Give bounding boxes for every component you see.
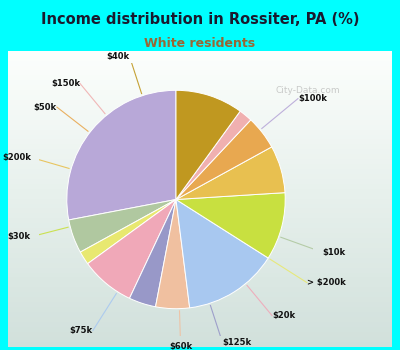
Wedge shape bbox=[176, 199, 268, 308]
Bar bbox=[8, 287, 392, 292]
Bar bbox=[8, 80, 392, 85]
Bar bbox=[8, 263, 392, 268]
Wedge shape bbox=[88, 199, 176, 298]
Bar bbox=[8, 130, 392, 134]
Text: $200k: $200k bbox=[2, 153, 31, 162]
Bar bbox=[8, 189, 392, 194]
Bar bbox=[8, 214, 392, 218]
Bar bbox=[8, 332, 392, 337]
Bar bbox=[8, 179, 392, 184]
Wedge shape bbox=[176, 193, 285, 258]
Wedge shape bbox=[176, 90, 240, 199]
Text: $100k: $100k bbox=[298, 94, 327, 103]
Bar bbox=[8, 204, 392, 209]
Text: $125k: $125k bbox=[222, 338, 252, 347]
Bar bbox=[8, 164, 392, 169]
Bar bbox=[8, 297, 392, 302]
Bar bbox=[8, 209, 392, 214]
Wedge shape bbox=[176, 111, 251, 199]
Bar bbox=[8, 302, 392, 307]
Bar bbox=[8, 194, 392, 199]
Bar bbox=[8, 51, 392, 56]
Text: $30k: $30k bbox=[7, 232, 30, 241]
Bar bbox=[8, 95, 392, 100]
Text: $60k: $60k bbox=[169, 342, 192, 350]
Bar bbox=[8, 61, 392, 65]
Bar bbox=[8, 337, 392, 342]
Text: White residents: White residents bbox=[144, 37, 256, 50]
Bar bbox=[8, 145, 392, 149]
Bar bbox=[8, 218, 392, 223]
Bar bbox=[8, 317, 392, 322]
Text: $10k: $10k bbox=[322, 247, 345, 257]
Text: > $200k: > $200k bbox=[307, 278, 346, 287]
Bar bbox=[8, 149, 392, 154]
Bar bbox=[8, 70, 392, 75]
Wedge shape bbox=[156, 199, 190, 309]
Bar bbox=[8, 248, 392, 253]
Text: $40k: $40k bbox=[106, 52, 130, 61]
Bar bbox=[8, 312, 392, 317]
Bar bbox=[8, 110, 392, 115]
Bar bbox=[8, 278, 392, 282]
Bar bbox=[8, 159, 392, 164]
Bar bbox=[8, 154, 392, 159]
Bar bbox=[8, 169, 392, 174]
Bar bbox=[8, 105, 392, 110]
Bar bbox=[8, 100, 392, 105]
Bar bbox=[8, 223, 392, 228]
Bar bbox=[8, 322, 392, 327]
Text: $150k: $150k bbox=[51, 79, 80, 88]
Bar bbox=[8, 134, 392, 140]
Wedge shape bbox=[176, 120, 272, 200]
Bar bbox=[8, 307, 392, 312]
Bar bbox=[8, 282, 392, 287]
Bar bbox=[8, 184, 392, 189]
Bar bbox=[8, 342, 392, 346]
Wedge shape bbox=[69, 199, 176, 252]
Bar bbox=[8, 115, 392, 120]
Bar bbox=[8, 56, 392, 61]
Bar bbox=[8, 120, 392, 125]
Bar bbox=[8, 174, 392, 179]
Bar bbox=[8, 75, 392, 80]
Bar bbox=[8, 327, 392, 332]
Bar bbox=[8, 253, 392, 258]
Text: $75k: $75k bbox=[70, 326, 93, 335]
Text: Income distribution in Rossiter, PA (%): Income distribution in Rossiter, PA (%) bbox=[41, 12, 359, 27]
Bar bbox=[8, 258, 392, 263]
Bar bbox=[8, 65, 392, 70]
Bar bbox=[8, 199, 392, 204]
Text: City-Data.com: City-Data.com bbox=[275, 86, 340, 95]
Text: $50k: $50k bbox=[34, 103, 57, 112]
Bar bbox=[8, 125, 392, 130]
Bar bbox=[8, 233, 392, 238]
Bar bbox=[8, 243, 392, 248]
Bar bbox=[8, 268, 392, 273]
Bar bbox=[8, 273, 392, 278]
Wedge shape bbox=[176, 147, 285, 200]
Wedge shape bbox=[67, 90, 176, 220]
Bar bbox=[8, 85, 392, 90]
Wedge shape bbox=[130, 199, 176, 307]
Wedge shape bbox=[80, 199, 176, 264]
Bar bbox=[8, 90, 392, 95]
Bar bbox=[8, 238, 392, 243]
Bar bbox=[8, 292, 392, 297]
Bar bbox=[8, 228, 392, 233]
Text: $20k: $20k bbox=[272, 311, 295, 320]
Bar bbox=[8, 139, 392, 145]
